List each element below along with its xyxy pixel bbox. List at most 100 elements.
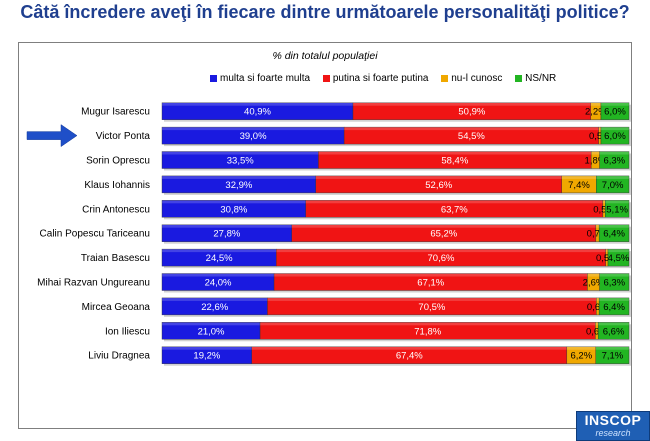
category-label: Crin Antonescu (82, 204, 150, 215)
data-label: 63,7% (441, 204, 468, 215)
data-label: 6,3% (603, 156, 625, 167)
chart-title: Câtă încredere aveţi în fiecare dintre u… (20, 2, 630, 22)
bar-highlight (291, 224, 596, 228)
bar-highlight (596, 175, 629, 179)
bar-segment (599, 273, 630, 291)
bar-highlight (353, 102, 591, 106)
bar-highlight (305, 200, 603, 204)
bar-highlight (162, 249, 277, 253)
data-label: 6,4% (603, 302, 625, 313)
bar-highlight (602, 200, 606, 204)
bar-highlight (595, 322, 599, 326)
data-label: 33,5% (227, 156, 254, 167)
legend-label: putina si foarte putina (332, 73, 429, 84)
bar-segment (598, 297, 630, 316)
data-label: 24,0% (205, 278, 232, 289)
data-label: 0,7% (587, 229, 609, 240)
bar-highlight (587, 273, 600, 277)
category-label: Calin Popescu Tariceanu (40, 229, 150, 240)
data-label: 5,1% (606, 204, 628, 215)
data-label: 27,8% (213, 229, 240, 240)
bar-highlight (590, 102, 601, 106)
bar-highlight (162, 102, 354, 106)
bar-highlight (608, 249, 629, 253)
data-label: 67,1% (417, 278, 444, 289)
data-label: 65,2% (430, 229, 457, 240)
data-label: 6,3% (603, 278, 625, 289)
data-label: 6,0% (604, 107, 626, 118)
data-label: 7,1% (602, 351, 624, 362)
data-label: 22,6% (201, 302, 228, 313)
bar-highlight (162, 175, 316, 179)
data-label: 0,5% (589, 131, 611, 142)
legend-label: nu-l cunosc (451, 73, 503, 84)
bar-highlight (318, 151, 592, 155)
bar-segment (599, 151, 630, 169)
bar-highlight (599, 151, 629, 155)
bar-segment (600, 102, 630, 120)
data-label: 50,9% (458, 107, 485, 118)
data-label: 1,8% (585, 156, 607, 167)
data-label: 2,2% (585, 107, 607, 118)
bar-highlight (162, 224, 292, 228)
bar-highlight (591, 151, 600, 155)
legend-label: NS/NR (525, 73, 557, 84)
bar-highlight (162, 273, 275, 277)
bar-highlight (600, 127, 629, 131)
category-label: Mugur Isarescu (81, 107, 150, 118)
highlight-arrow-icon (26, 124, 78, 148)
legend-item-nu-l-cunosc: nu-l cunosc (441, 73, 502, 84)
category-label: Liviu Dragnea (88, 351, 150, 362)
bar-segment (595, 346, 630, 364)
category-label: Mihai Razvan Ungureanu (37, 278, 150, 289)
data-label: 7,0% (602, 180, 624, 191)
data-label: 67,4% (396, 351, 423, 362)
legend-swatch (322, 74, 330, 82)
logo-sub-text: research (595, 428, 631, 438)
bar-highlight (600, 102, 629, 106)
data-label: 39,0% (240, 131, 267, 142)
bar-segment (607, 248, 630, 267)
bar-highlight (276, 249, 606, 253)
category-label: Sorin Oprescu (86, 156, 150, 167)
bar-highlight (162, 346, 252, 350)
data-label: 0,6% (586, 326, 608, 337)
bar-highlight (598, 127, 601, 131)
bar-segment (597, 322, 630, 340)
data-label: 6,0% (604, 131, 626, 142)
data-label: 21,0% (198, 326, 225, 337)
data-label: 2,6% (583, 278, 605, 289)
bar-highlight (344, 127, 599, 131)
legend-item-ns-nr: NS/NR (515, 73, 556, 84)
bar-highlight (267, 297, 597, 301)
bar-highlight (561, 175, 597, 179)
bar-highlight (595, 224, 600, 228)
bar-highlight (566, 346, 596, 350)
bar-segment (598, 224, 630, 242)
bar-highlight (162, 151, 319, 155)
data-label: 70,5% (418, 302, 445, 313)
data-label: 30,8% (220, 204, 247, 215)
inscop-logo: INSCOP research (576, 411, 650, 441)
bar-segment (600, 126, 630, 145)
data-label: 0,5% (593, 204, 615, 215)
category-label: Mircea Geoana (82, 302, 151, 313)
data-label: 6,2% (570, 351, 592, 362)
chart-subtitle: % din totalul populaţiei (272, 50, 378, 62)
data-label: 54,5% (458, 131, 485, 142)
chart-legend: multa si foarte multa putina si foarte p… (210, 73, 566, 84)
data-label: 24,5% (206, 253, 233, 264)
bar-highlight (599, 224, 629, 228)
legend-label: multa si foarte multa (220, 73, 311, 84)
bar-highlight (595, 346, 629, 350)
bar-highlight (251, 346, 567, 350)
bar-highlight (162, 322, 261, 326)
data-label: 58,4% (441, 156, 468, 167)
category-label: Victor Ponta (96, 131, 151, 142)
legend-swatch (441, 74, 449, 82)
category-label: Ion Iliescu (105, 326, 150, 337)
bar-highlight (260, 322, 596, 326)
data-label: 52,6% (425, 180, 452, 191)
logo-main-text: INSCOP (584, 412, 642, 428)
category-label: Klaus Iohannis (84, 180, 150, 191)
